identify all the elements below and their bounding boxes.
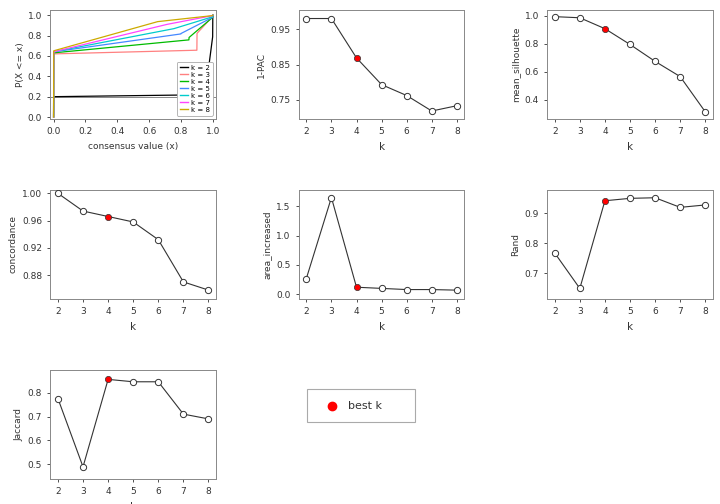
k = 3 [49, 114, 58, 120]
k = 2 [176, 92, 185, 98]
k = 8 [158, 18, 167, 24]
k = 7 [114, 33, 122, 39]
k = 6 [49, 114, 58, 120]
k = 7 [176, 19, 185, 25]
k = 6 [66, 46, 74, 52]
X-axis label: k: k [130, 501, 136, 504]
k = 4 [49, 114, 58, 120]
k = 4 [176, 38, 185, 44]
k = 2 [114, 93, 122, 99]
k = 2 [209, 12, 217, 18]
k = 3 [158, 48, 167, 54]
k = 4 [209, 12, 217, 18]
FancyBboxPatch shape [307, 390, 415, 422]
k = 6 [120, 35, 128, 41]
k = 8 [174, 17, 182, 23]
k = 2 [120, 93, 128, 99]
X-axis label: consensus value (x): consensus value (x) [88, 142, 179, 151]
Line: k = 7: k = 7 [53, 15, 213, 117]
k = 8 [120, 28, 128, 34]
k = 5 [49, 114, 58, 120]
k = 6 [176, 24, 185, 30]
Line: k = 5: k = 5 [53, 15, 213, 117]
k = 7 [158, 22, 167, 28]
k = 5 [176, 31, 185, 37]
k = 3 [66, 50, 74, 56]
Legend: k = 2, k = 3, k = 4, k = 5, k = 6, k = 7, k = 8: k = 2, k = 3, k = 4, k = 5, k = 6, k = 7… [177, 62, 212, 115]
k = 2 [174, 92, 182, 98]
Line: k = 2: k = 2 [53, 15, 213, 117]
k = 6 [114, 36, 122, 42]
k = 5 [114, 40, 122, 46]
k = 2 [158, 92, 167, 98]
k = 4 [158, 39, 167, 45]
k = 8 [176, 16, 185, 22]
Y-axis label: mean_silhouette: mean_silhouette [511, 27, 521, 102]
k = 6 [209, 12, 217, 18]
k = 3 [174, 48, 182, 54]
k = 7 [209, 12, 217, 18]
Y-axis label: Jaccard: Jaccard [14, 408, 24, 441]
X-axis label: k: k [130, 322, 136, 332]
X-axis label: k: k [379, 322, 384, 332]
k = 5 [158, 33, 167, 39]
k = 8 [209, 12, 217, 18]
k = 5 [120, 39, 128, 45]
Y-axis label: 1-PAC: 1-PAC [257, 51, 266, 78]
Y-axis label: concordance: concordance [9, 215, 18, 274]
k = 4 [120, 43, 128, 49]
Line: k = 3: k = 3 [53, 15, 213, 117]
k = 6 [174, 25, 182, 31]
k = 2 [49, 114, 58, 120]
k = 4 [114, 44, 122, 50]
k = 3 [120, 49, 128, 55]
k = 7 [120, 32, 128, 38]
Line: k = 6: k = 6 [53, 15, 213, 117]
Line: k = 8: k = 8 [53, 15, 213, 117]
k = 5 [174, 31, 182, 37]
k = 3 [209, 12, 217, 18]
X-axis label: k: k [627, 142, 633, 152]
k = 3 [176, 47, 185, 53]
k = 4 [66, 48, 74, 54]
k = 4 [174, 38, 182, 44]
k = 7 [66, 45, 74, 51]
k = 5 [209, 12, 217, 18]
k = 7 [49, 114, 58, 120]
k = 5 [66, 46, 74, 52]
X-axis label: k: k [627, 322, 633, 332]
Y-axis label: P(X <= x): P(X <= x) [16, 42, 25, 87]
k = 3 [114, 49, 122, 55]
k = 8 [49, 114, 58, 120]
X-axis label: k: k [379, 142, 384, 152]
k = 7 [174, 19, 182, 25]
Line: k = 4: k = 4 [53, 15, 213, 117]
k = 2 [66, 93, 74, 99]
Y-axis label: Rand: Rand [511, 233, 521, 256]
Text: best k: best k [348, 401, 382, 411]
k = 8 [114, 30, 122, 36]
k = 6 [158, 28, 167, 34]
Y-axis label: area_increased: area_increased [263, 210, 272, 279]
k = 8 [66, 43, 74, 49]
